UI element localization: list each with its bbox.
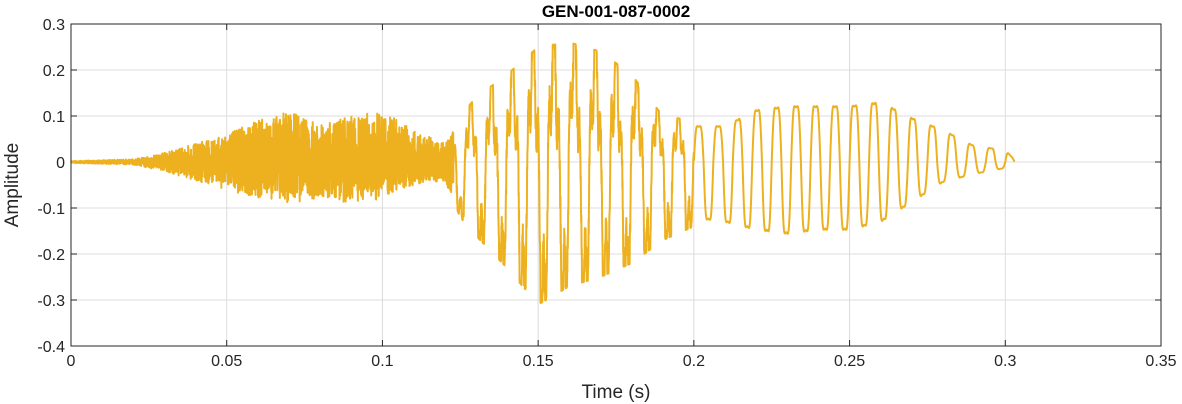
x-tick-label: 0.15 [523,353,554,370]
y-tick-label: 0.3 [43,17,65,34]
plot-frame [70,23,1162,347]
y-tick-label: 0 [56,155,65,172]
x-tick-label: 0.35 [1145,353,1176,370]
y-tick-label: 0.2 [43,63,65,80]
x-tick-label: 0.1 [371,353,393,370]
x-tick-label: 0.05 [211,353,242,370]
x-tick-labels: 0 0.05 0.1 0.15 0.2 0.25 0.3 0.35 [67,353,1177,370]
x-tick-label: 0 [67,353,76,370]
y-tick-labels: -0.4 -0.3 -0.2 -0.1 0 0.1 0.2 0.3 [37,17,65,356]
chart-title: GEN-001-087-0002 [542,2,690,21]
y-axis-label: Amplitude [2,143,23,228]
y-tick-label: 0.1 [43,109,65,126]
y-tick-label: -0.1 [37,201,65,218]
x-tick-label: 0.2 [683,353,705,370]
x-axis-label: Time (s) [582,382,651,403]
x-tick-label: 0.3 [994,353,1016,370]
y-tick-label: -0.2 [37,247,65,264]
series-waveform-line [70,42,1016,305]
y-tick-label: -0.4 [37,339,65,356]
y-tick-label: -0.3 [37,293,65,310]
x-tick-label: 0.25 [834,353,865,370]
